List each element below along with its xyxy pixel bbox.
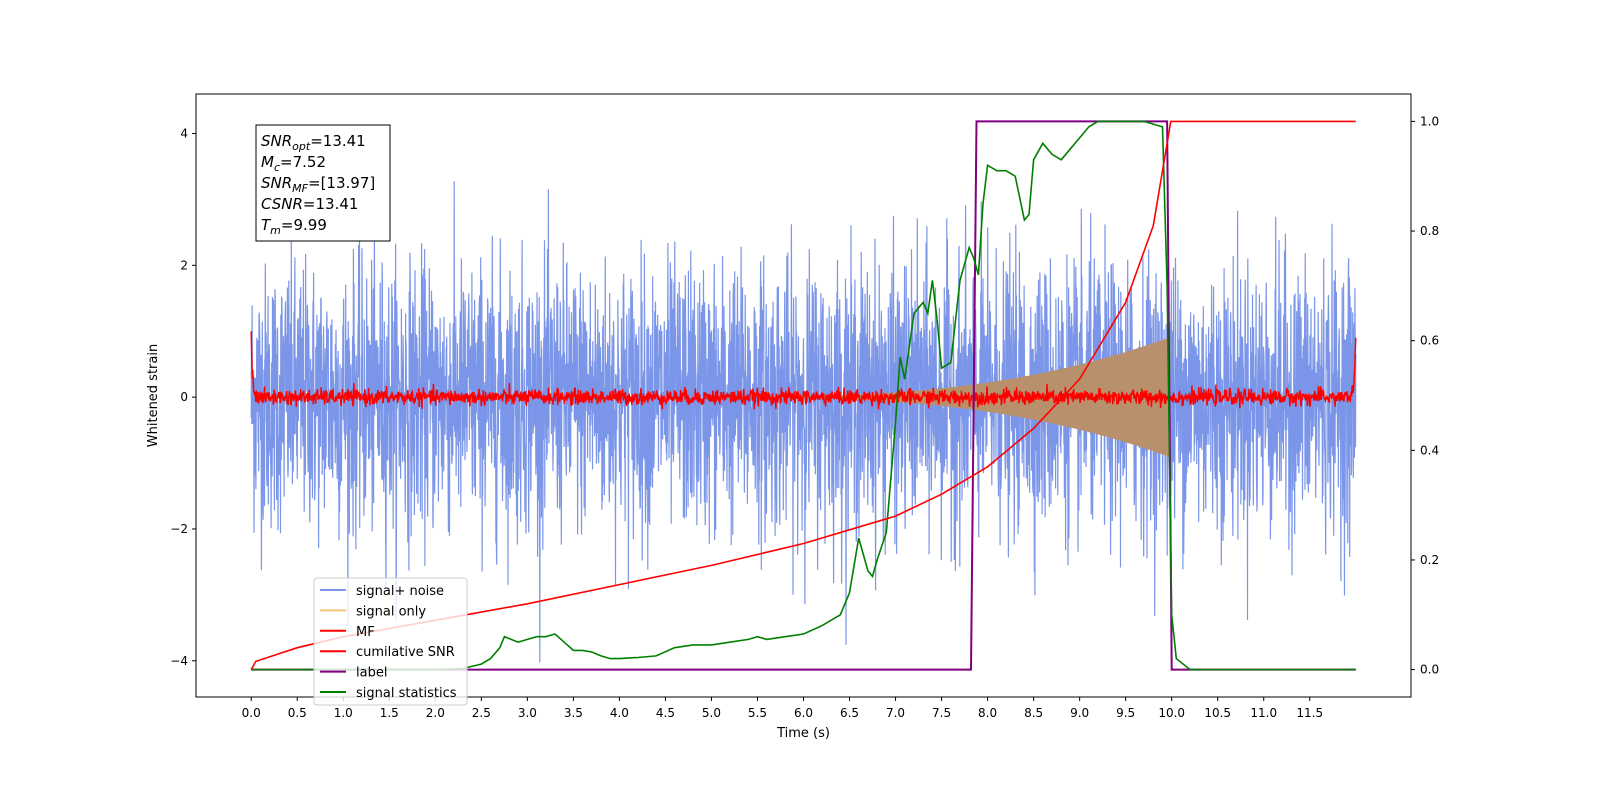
y2-tick-label: 1.0 (1420, 114, 1439, 128)
x-tick-label: 7.0 (886, 706, 905, 720)
annotation-line: Tm=9.99 (261, 216, 327, 237)
x-tick-label: 5.5 (748, 706, 767, 720)
annotation-box: SNRopt=13.41Mc=7.52SNRMF=[13.97]CSNR=13.… (255, 124, 391, 242)
annotation-line: SNRopt=13.41 (261, 132, 366, 153)
legend-entry: signal+ noise (356, 584, 444, 599)
x-tick-label: 7.5 (932, 706, 951, 720)
y-axis-label: Whitened strain (146, 344, 161, 447)
x-tick-label: 0.0 (242, 706, 261, 720)
legend-entry: signal only (356, 604, 426, 619)
y-tick-label: −2 (170, 522, 188, 536)
legend-entry: cumilative SNR (356, 645, 455, 660)
y-tick-label: 2 (180, 258, 188, 272)
legend: signal+ noise signal only MF cumilative SNR… (313, 577, 468, 706)
series-mf (250, 331, 1357, 410)
x-tick-label: 9.0 (1070, 706, 1089, 720)
x-tick-label: 11.0 (1250, 706, 1277, 720)
mf-line (250, 331, 1357, 410)
legend-entry: label (356, 666, 387, 681)
x-tick-label: 8.0 (978, 706, 997, 720)
x-tick-label: 9.5 (1116, 706, 1135, 720)
x-tick-label: 4.5 (656, 706, 675, 720)
x-tick-label: 2.5 (472, 706, 491, 720)
annotation-frame (255, 124, 391, 242)
y2-tick-label: 0.4 (1420, 443, 1439, 457)
x-tick-label: 3.0 (518, 706, 537, 720)
x-tick-label: 8.5 (1024, 706, 1043, 720)
x-tick-label: 6.5 (840, 706, 859, 720)
x-tick-label: 6.0 (794, 706, 813, 720)
y-tick-label: 4 (180, 127, 188, 141)
y2-tick-label: 0.0 (1420, 663, 1439, 677)
x-tick-label: 0.5 (288, 706, 307, 720)
x-tick-label: 11.5 (1296, 706, 1323, 720)
x-tick-label: 10.5 (1204, 706, 1231, 720)
legend-frame (313, 577, 468, 706)
x-tick-label: 1.5 (380, 706, 399, 720)
y-tick-label: 0 (180, 390, 188, 404)
y2-tick-label: 0.2 (1420, 553, 1439, 567)
signal-statistics-line (251, 120, 1355, 671)
legend-entry: MF (356, 625, 375, 640)
x-tick-label: 3.5 (564, 706, 583, 720)
y-axis-right: 1.0 0.8 0.6 0.4 0.2 0.0 (1411, 114, 1439, 677)
y2-tick-label: 0.6 (1420, 334, 1439, 348)
annotation-line: SNRMF=[13.97] (261, 174, 375, 195)
y-tick-label: −4 (170, 654, 188, 668)
annotation-line: CSNR=13.41 (261, 195, 358, 213)
annotation-line: Mc=7.52 (261, 153, 326, 174)
x-axis-label: Time (s) (776, 726, 830, 741)
x-tick-label: 1.0 (334, 706, 353, 720)
x-tick-label: 5.0 (702, 706, 721, 720)
y-axis-left: 4 2 0 −2 −4 (170, 127, 196, 668)
x-tick-label: 4.0 (610, 706, 629, 720)
x-tick-label: 10.0 (1158, 706, 1185, 720)
x-tick-label: 2.0 (426, 706, 445, 720)
legend-entry: signal statistics (356, 686, 457, 701)
x-axis: 0.0 0.5 1.0 1.5 2.0 2.5 3.0 3.5 4.0 4.5 5.0 5.5 6.0 6… (242, 697, 1323, 720)
y2-tick-label: 0.8 (1420, 224, 1439, 238)
